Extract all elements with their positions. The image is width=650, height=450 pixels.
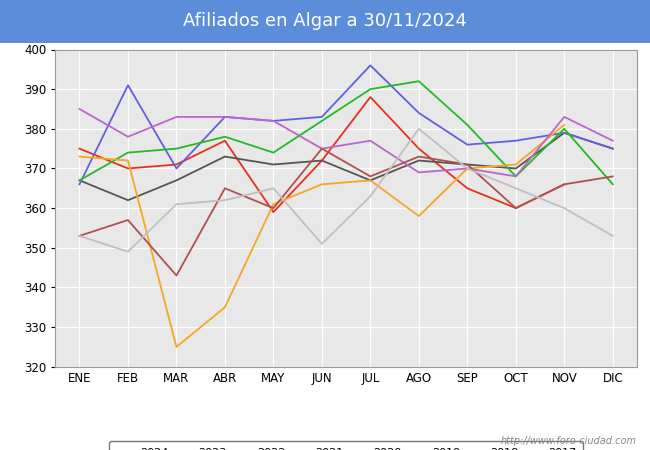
Text: Afiliados en Algar a 30/11/2024: Afiliados en Algar a 30/11/2024 <box>183 12 467 31</box>
Legend: 2024, 2023, 2022, 2021, 2020, 2019, 2018, 2017: 2024, 2023, 2022, 2021, 2020, 2019, 2018… <box>109 441 583 450</box>
Text: http://www.foro-ciudad.com: http://www.foro-ciudad.com <box>501 436 637 446</box>
